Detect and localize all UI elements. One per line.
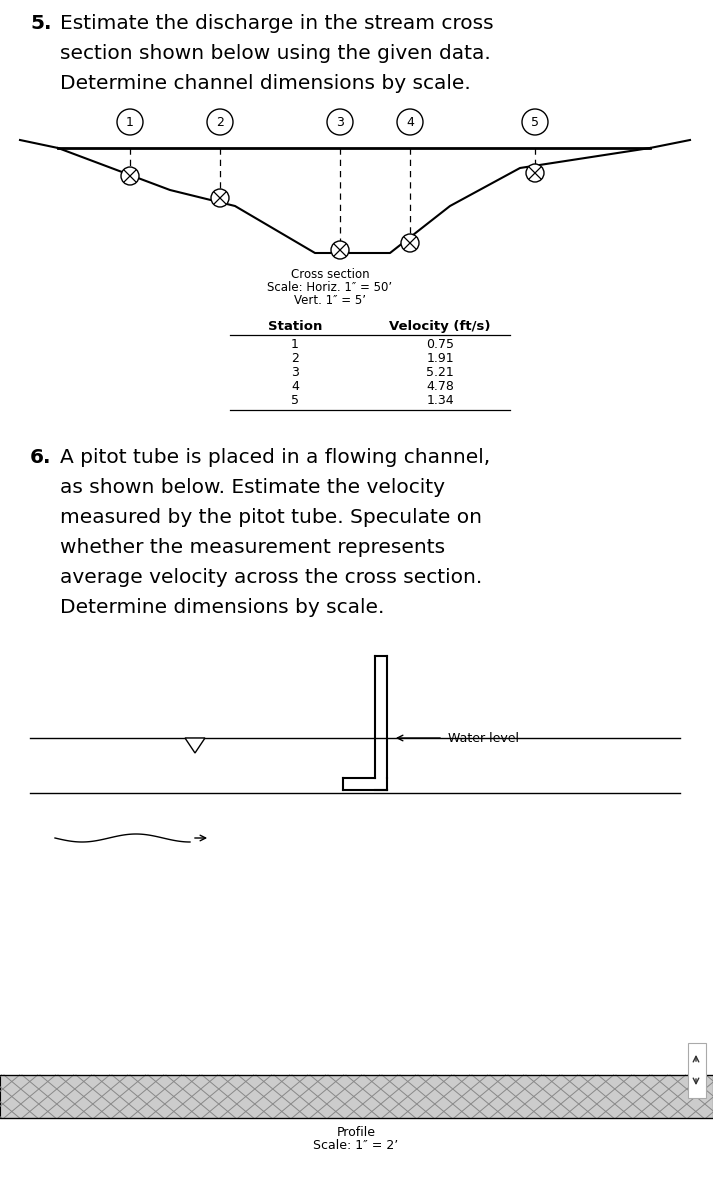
Text: measured by the pitot tube. Speculate on: measured by the pitot tube. Speculate on xyxy=(60,508,482,527)
Text: 1.91: 1.91 xyxy=(426,352,453,365)
Text: Determine channel dimensions by scale.: Determine channel dimensions by scale. xyxy=(60,74,471,92)
Circle shape xyxy=(207,109,233,134)
Text: Scale: 1″ = 2’: Scale: 1″ = 2’ xyxy=(314,1139,399,1152)
Text: Estimate the discharge in the stream cross: Estimate the discharge in the stream cro… xyxy=(60,14,493,32)
Text: as shown below. Estimate the velocity: as shown below. Estimate the velocity xyxy=(60,478,445,497)
Circle shape xyxy=(522,109,548,134)
Polygon shape xyxy=(185,738,205,754)
Text: 6.: 6. xyxy=(30,448,51,467)
Circle shape xyxy=(117,109,143,134)
Text: 1.34: 1.34 xyxy=(426,394,453,407)
Text: 3: 3 xyxy=(336,115,344,128)
Text: 4: 4 xyxy=(291,380,299,392)
Circle shape xyxy=(327,109,353,134)
Text: section shown below using the given data.: section shown below using the given data… xyxy=(60,44,491,62)
Text: Scale: Horiz. 1″ = 50’: Scale: Horiz. 1″ = 50’ xyxy=(267,281,393,294)
Text: 5: 5 xyxy=(531,115,539,128)
Circle shape xyxy=(211,188,229,206)
Circle shape xyxy=(401,234,419,252)
Circle shape xyxy=(331,241,349,259)
Circle shape xyxy=(526,164,544,182)
Text: Water level: Water level xyxy=(448,732,519,744)
Text: 2: 2 xyxy=(291,352,299,365)
Text: 4.78: 4.78 xyxy=(426,380,454,392)
Text: 5.: 5. xyxy=(30,14,51,32)
Text: Vert. 1″ = 5’: Vert. 1″ = 5’ xyxy=(294,294,366,307)
Text: 5: 5 xyxy=(291,394,299,407)
Text: 5.21: 5.21 xyxy=(426,366,454,379)
Text: Cross section: Cross section xyxy=(291,268,369,281)
Text: Station: Station xyxy=(268,320,322,332)
Text: whether the measurement represents: whether the measurement represents xyxy=(60,538,445,557)
Text: average velocity across the cross section.: average velocity across the cross sectio… xyxy=(60,568,482,587)
Text: 1: 1 xyxy=(291,338,299,350)
Text: 0.75: 0.75 xyxy=(426,338,454,350)
Text: 3: 3 xyxy=(291,366,299,379)
Bar xyxy=(0,1075,713,1118)
Text: A pitot tube is placed in a flowing channel,: A pitot tube is placed in a flowing chan… xyxy=(60,448,491,467)
Text: 4: 4 xyxy=(406,115,414,128)
Circle shape xyxy=(121,167,139,185)
Text: 2: 2 xyxy=(216,115,224,128)
Text: 1: 1 xyxy=(126,115,134,128)
Text: Determine dimensions by scale.: Determine dimensions by scale. xyxy=(60,598,384,617)
Circle shape xyxy=(397,109,423,134)
Text: Profile: Profile xyxy=(337,1126,376,1139)
Bar xyxy=(688,1043,706,1098)
Text: Velocity (ft/s): Velocity (ft/s) xyxy=(389,320,491,332)
